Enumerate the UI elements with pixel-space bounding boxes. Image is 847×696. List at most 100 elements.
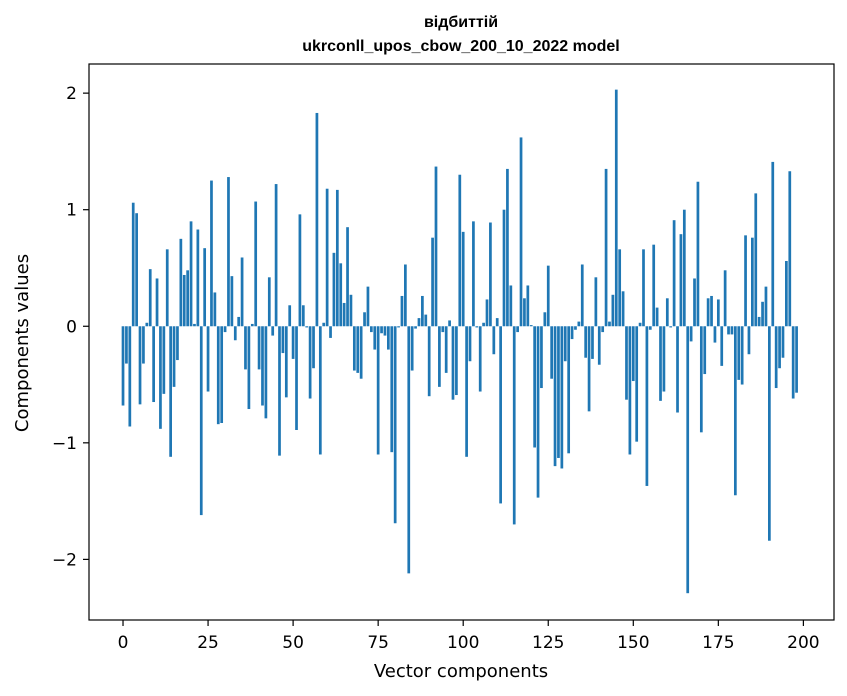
bar — [733, 326, 737, 496]
bar — [764, 286, 768, 327]
bar — [240, 257, 244, 327]
bar — [740, 326, 744, 385]
bar — [169, 326, 172, 457]
bar — [172, 326, 176, 387]
bar — [648, 326, 652, 330]
bar — [424, 314, 428, 327]
x-tick-label: 125 — [532, 633, 564, 653]
bar — [186, 270, 190, 327]
bar — [315, 112, 319, 327]
bar — [580, 264, 584, 327]
bar — [318, 326, 322, 455]
x-tick-label: 100 — [447, 633, 479, 653]
bar — [706, 298, 710, 327]
x-axis: 0 25 50 75 100 125 150 175 200 — [118, 620, 820, 653]
bar — [284, 326, 288, 398]
bar — [489, 222, 492, 327]
bar — [506, 168, 509, 327]
bar — [196, 229, 200, 327]
bar — [335, 189, 339, 327]
bar — [737, 326, 741, 380]
bar — [628, 326, 632, 455]
bar — [781, 326, 785, 358]
bar — [179, 238, 183, 327]
bar — [383, 326, 387, 336]
bar — [771, 161, 775, 327]
bar — [451, 326, 455, 400]
bar — [325, 188, 329, 327]
bar — [703, 326, 707, 375]
bar — [672, 220, 676, 327]
bar — [686, 326, 690, 594]
bar — [751, 237, 754, 327]
bar — [376, 326, 380, 455]
bar — [570, 326, 574, 340]
bar — [417, 318, 421, 327]
x-tick-label: 175 — [702, 633, 734, 653]
bar — [404, 264, 407, 327]
bar — [298, 214, 302, 327]
bar — [584, 326, 588, 358]
bar — [519, 137, 523, 327]
bar — [308, 326, 312, 399]
bar — [669, 326, 673, 328]
bar — [121, 326, 125, 406]
bar — [468, 326, 472, 362]
bar — [434, 166, 438, 327]
bar — [591, 326, 594, 359]
bar — [301, 305, 305, 327]
bar — [662, 326, 666, 392]
bar — [142, 326, 145, 364]
x-tick-label: 200 — [787, 633, 819, 653]
bar — [380, 326, 383, 334]
bar — [693, 278, 696, 327]
bar — [716, 299, 720, 327]
bar — [138, 326, 142, 405]
bar — [713, 326, 717, 343]
bar — [778, 326, 781, 369]
bar — [267, 277, 271, 327]
bar — [206, 326, 210, 392]
bar — [665, 298, 669, 327]
bar — [366, 286, 370, 327]
bar — [710, 295, 713, 327]
x-tick-label: 25 — [197, 633, 219, 653]
bar — [182, 274, 186, 327]
bar — [516, 326, 519, 333]
y-tick-label: −2 — [52, 550, 77, 570]
bar — [227, 177, 230, 327]
bar — [295, 326, 298, 430]
bar — [352, 326, 356, 371]
y-axis-label: Components values — [12, 254, 33, 432]
y-tick-label: 2 — [66, 84, 77, 104]
bar — [455, 326, 458, 396]
bar — [597, 326, 601, 365]
bar — [475, 326, 479, 328]
bar — [281, 326, 285, 354]
bar — [645, 326, 649, 486]
bar — [152, 326, 155, 403]
bar — [652, 244, 656, 327]
bar — [574, 326, 577, 330]
x-tick-label: 50 — [282, 633, 304, 653]
bar — [553, 326, 557, 467]
bar — [472, 221, 475, 327]
bar — [499, 326, 502, 504]
bar — [387, 326, 390, 350]
bar — [400, 295, 404, 327]
bar — [774, 326, 778, 389]
bar — [482, 322, 485, 327]
bar — [465, 326, 468, 457]
bar — [145, 322, 149, 327]
bar — [730, 326, 734, 335]
bar — [533, 326, 536, 448]
bar — [332, 252, 336, 327]
bar — [679, 234, 683, 327]
bar — [135, 213, 138, 327]
bar — [642, 249, 645, 327]
bar — [448, 320, 451, 327]
bar — [176, 326, 179, 361]
bar — [723, 270, 727, 327]
bar — [397, 326, 400, 328]
